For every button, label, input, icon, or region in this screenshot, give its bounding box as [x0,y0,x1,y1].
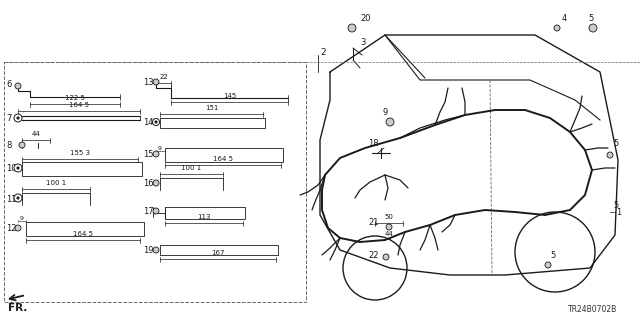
Text: 5: 5 [588,13,593,22]
Text: 164 5: 164 5 [69,102,89,108]
Circle shape [15,83,21,89]
Text: 10: 10 [6,164,17,172]
Text: 122 5: 122 5 [65,95,85,101]
Circle shape [153,247,159,253]
Text: 11: 11 [6,195,17,204]
Circle shape [386,118,394,126]
Text: 145: 145 [223,93,236,99]
Circle shape [19,142,25,148]
Bar [165,148,283,162]
Text: 21: 21 [368,218,378,227]
Text: 151: 151 [205,105,218,111]
Circle shape [589,24,597,32]
Text: 14: 14 [143,117,154,126]
Text: 164 5: 164 5 [213,156,233,162]
Text: 167: 167 [211,250,225,256]
Text: 2: 2 [320,47,326,57]
Text: 1: 1 [616,207,621,217]
Text: 164 5: 164 5 [73,231,93,237]
Circle shape [17,167,19,169]
Circle shape [386,224,392,230]
Text: 113: 113 [197,214,211,220]
Text: 22: 22 [159,74,168,80]
Text: TR24B0702B: TR24B0702B [568,306,617,315]
Text: 13: 13 [143,77,154,86]
Text: 5: 5 [550,251,556,260]
Circle shape [545,262,551,268]
Bar [165,207,245,219]
Circle shape [17,117,19,119]
Circle shape [14,164,22,172]
Bar [22,162,142,176]
Text: 44: 44 [385,231,394,237]
Text: 100 1: 100 1 [46,180,66,186]
Text: 18: 18 [368,139,379,148]
Circle shape [152,118,159,125]
Text: 19: 19 [143,245,154,254]
Text: 20: 20 [360,13,371,22]
Text: 5: 5 [613,139,618,148]
Bar [160,118,265,128]
Circle shape [14,114,22,122]
Circle shape [348,24,356,32]
Text: 44: 44 [31,131,40,137]
Text: FR.: FR. [8,303,28,313]
Text: 50: 50 [385,214,394,220]
Text: 5: 5 [613,201,618,210]
Text: 4: 4 [562,13,567,22]
Text: 9: 9 [382,108,387,116]
Circle shape [153,151,159,157]
Text: 6: 6 [6,79,12,89]
Circle shape [14,194,22,202]
Text: 3: 3 [360,37,365,46]
Text: 12: 12 [6,223,17,233]
Text: 9: 9 [20,215,24,220]
Bar [26,222,144,236]
Text: 17: 17 [143,206,154,215]
Circle shape [607,152,613,158]
Bar [160,245,278,255]
Circle shape [153,79,159,85]
Text: 9: 9 [158,146,162,150]
Circle shape [153,208,159,214]
Circle shape [17,197,19,199]
Circle shape [554,25,560,31]
Circle shape [155,121,157,123]
Text: 100 1: 100 1 [181,165,202,171]
Circle shape [15,225,21,231]
Text: 8: 8 [6,140,12,149]
Text: 7: 7 [6,114,12,123]
Text: 15: 15 [143,149,154,158]
Bar [4,62,306,302]
Circle shape [153,180,159,186]
Text: 155 3: 155 3 [70,150,90,156]
Text: 22: 22 [368,251,378,260]
Circle shape [383,254,389,260]
Text: 16: 16 [143,179,154,188]
